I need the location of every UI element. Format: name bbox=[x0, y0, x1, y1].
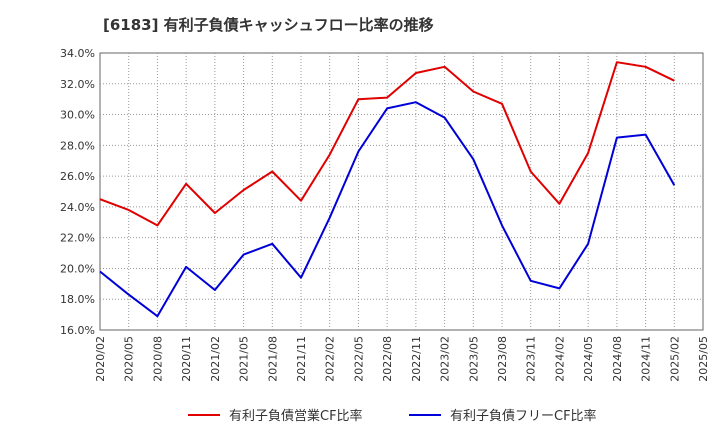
x-tick-label: 2023/11 bbox=[525, 336, 538, 382]
x-tick-label: 2023/05 bbox=[467, 336, 480, 382]
x-tick-label: 2022/05 bbox=[352, 336, 365, 382]
x-tick-label: 2025/05 bbox=[697, 336, 710, 382]
x-tick-label: 2024/08 bbox=[611, 336, 624, 382]
legend-label-1: 有利子負債営業CF比率 bbox=[229, 408, 363, 424]
x-tick-label: 2024/11 bbox=[640, 336, 653, 382]
x-tick-label: 2020/02 bbox=[94, 336, 107, 382]
series-line-2 bbox=[99, 101, 676, 318]
x-tick-label: 2023/08 bbox=[496, 336, 509, 382]
y-tick-label: 18.0% bbox=[60, 293, 95, 306]
x-tick-label: 2024/05 bbox=[582, 336, 595, 382]
y-tick-label: 26.0% bbox=[60, 170, 95, 183]
x-tick-label: 2020/05 bbox=[123, 336, 136, 382]
x-tick-label: 2025/02 bbox=[668, 336, 681, 382]
x-tick-label: 2021/08 bbox=[266, 336, 279, 382]
x-tick-label: 2020/08 bbox=[151, 336, 164, 382]
series-line-1 bbox=[99, 61, 675, 227]
y-tick-label: 34.0% bbox=[60, 47, 95, 60]
legend: 有利子負債営業CF比率 有利子負債フリーCF比率 bbox=[188, 408, 597, 424]
y-tick-label: 30.0% bbox=[60, 109, 95, 122]
x-tick-label: 2022/02 bbox=[324, 336, 337, 382]
y-tick-label: 24.0% bbox=[60, 201, 95, 214]
x-tick-label: 2021/05 bbox=[238, 336, 251, 382]
x-tick-label: 2024/02 bbox=[553, 336, 566, 382]
y-tick-label: 20.0% bbox=[60, 262, 95, 275]
x-tick-label: 2021/11 bbox=[295, 336, 308, 382]
legend-label-2: 有利子負債フリーCF比率 bbox=[450, 408, 597, 424]
y-tick-label: 32.0% bbox=[60, 78, 95, 91]
x-tick-label: 2022/08 bbox=[381, 336, 394, 382]
x-tick-label: 2023/02 bbox=[439, 336, 452, 382]
y-tick-label: 28.0% bbox=[60, 139, 95, 152]
chart-title: [6183] 有利子負債キャッシュフロー比率の推移 bbox=[103, 16, 434, 34]
data-series bbox=[99, 61, 676, 318]
y-tick-label: 16.0% bbox=[60, 324, 95, 337]
grid-lines bbox=[100, 53, 703, 330]
x-tick-label: 2020/11 bbox=[180, 336, 193, 382]
plot-area-frame bbox=[99, 52, 704, 331]
axis-tick-labels: 2020/02 2020/05 2020/08 2020/11 2021/02 2021/… bbox=[60, 47, 710, 382]
x-tick-label: 2021/02 bbox=[209, 336, 222, 382]
x-tick-label: 2022/11 bbox=[410, 336, 423, 382]
y-tick-label: 22.0% bbox=[60, 232, 95, 245]
